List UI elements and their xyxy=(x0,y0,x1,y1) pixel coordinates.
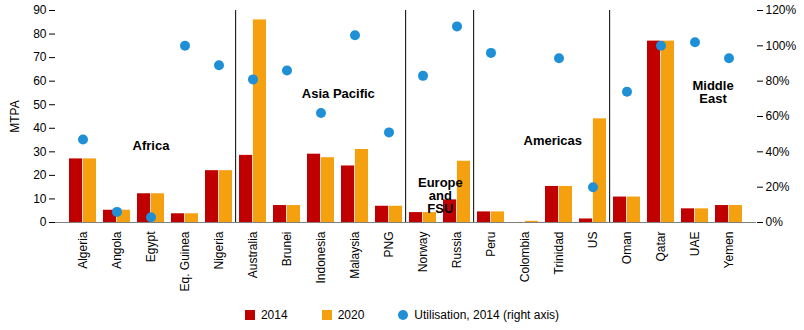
svg-text:EuropeandFSU: EuropeandFSU xyxy=(418,175,463,216)
svg-text:MiddleEast: MiddleEast xyxy=(692,78,733,106)
svg-text:100%: 100% xyxy=(766,39,797,53)
svg-text:UAE: UAE xyxy=(688,232,702,257)
svg-text:40: 40 xyxy=(33,121,47,135)
svg-text:120%: 120% xyxy=(766,3,797,17)
svg-text:0: 0 xyxy=(40,215,47,229)
html-text:Utilisation, 2014 (right axis): Utilisation, 2014 (right axis) xyxy=(414,308,560,322)
svg-text:PNG: PNG xyxy=(382,232,396,258)
svg-text:0%: 0% xyxy=(766,215,784,229)
svg-text:10: 10 xyxy=(33,192,47,206)
svg-text:Russia: Russia xyxy=(450,231,464,268)
svg-text:Australia: Australia xyxy=(246,231,260,278)
svg-text:Malaysia: Malaysia xyxy=(348,231,362,279)
svg-text:60: 60 xyxy=(33,74,47,88)
svg-text:Brunei: Brunei xyxy=(280,232,294,267)
svg-text:60%: 60% xyxy=(766,109,790,123)
svg-text:50: 50 xyxy=(33,98,47,112)
html-text:2020: 2020 xyxy=(337,308,365,322)
svg-text:Qatar: Qatar xyxy=(654,232,668,262)
svg-text:20: 20 xyxy=(33,168,47,182)
svg-text:Eq. Guinea: Eq. Guinea xyxy=(178,231,192,291)
svg-text:20%: 20% xyxy=(766,180,790,194)
svg-text:Peru: Peru xyxy=(484,232,498,257)
svg-text:70: 70 xyxy=(33,50,47,64)
svg-text:80%: 80% xyxy=(766,74,790,88)
svg-text:40%: 40% xyxy=(766,145,790,159)
svg-text:30: 30 xyxy=(33,145,47,159)
svg-text:US: US xyxy=(586,232,600,249)
svg-text:80: 80 xyxy=(33,27,47,41)
svg-text:Yemen: Yemen xyxy=(722,232,736,269)
svg-text:Nigeria: Nigeria xyxy=(212,231,226,269)
svg-text:Oman: Oman xyxy=(620,232,634,265)
svg-text:Angola: Angola xyxy=(110,231,124,269)
html-text:2014: 2014 xyxy=(260,308,288,322)
svg-text:MTPA: MTPA xyxy=(8,100,22,132)
svg-text:Colombia: Colombia xyxy=(518,231,532,282)
svg-text:Indonesia: Indonesia xyxy=(314,231,328,283)
svg-text:Norway: Norway xyxy=(416,232,430,273)
svg-text:Asia Pacific: Asia Pacific xyxy=(302,86,375,101)
svg-text:Africa: Africa xyxy=(133,138,171,153)
svg-text:Americas: Americas xyxy=(523,133,582,148)
svg-text:90: 90 xyxy=(33,3,47,17)
svg-text:Trinidad: Trinidad xyxy=(552,232,566,275)
svg-text:Egypt: Egypt xyxy=(144,231,158,262)
svg-text:Algeria: Algeria xyxy=(76,231,90,269)
